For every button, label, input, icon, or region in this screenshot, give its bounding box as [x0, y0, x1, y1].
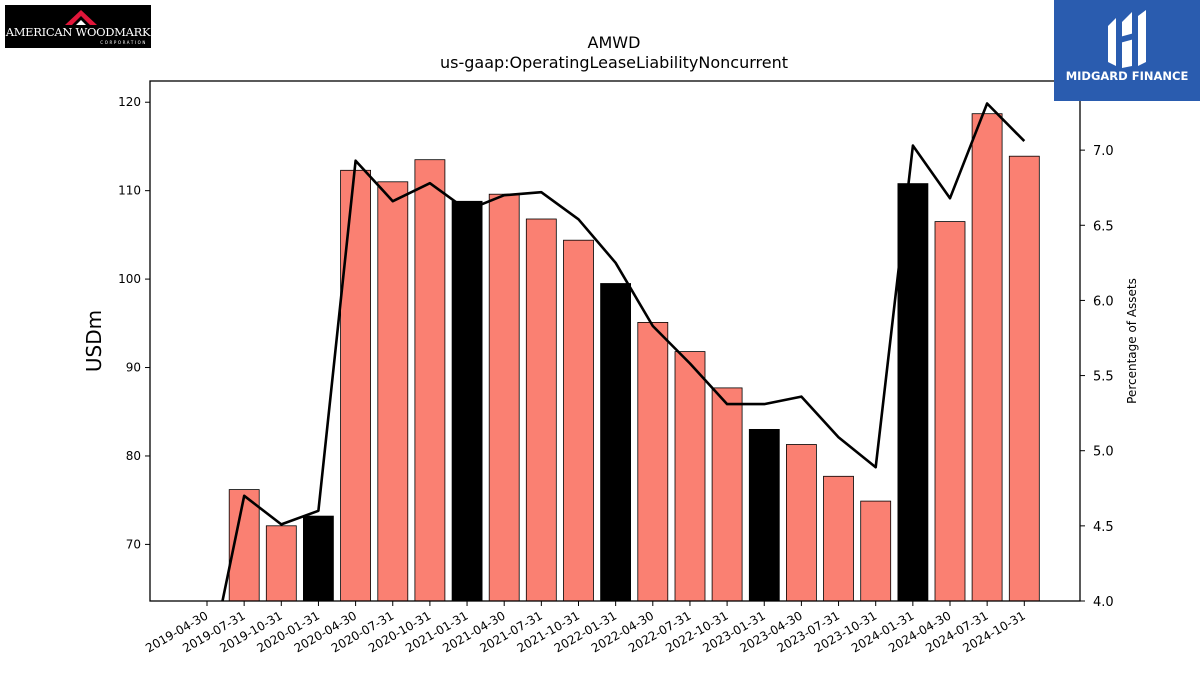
bar [971, 113, 1003, 602]
bar [934, 221, 966, 602]
bar [414, 159, 446, 602]
bar [786, 444, 817, 602]
bar [748, 428, 780, 602]
bar [1008, 155, 1040, 602]
bar [302, 515, 334, 602]
logo-left-name: AMERICAN WOODMARK [5, 25, 151, 39]
y2-axis-label: Percentage of Assets [1125, 278, 1139, 404]
y2-tick-label: 4.5 [1093, 520, 1114, 535]
y-tick-label: 80 [126, 449, 141, 463]
y-tick-label: 100 [118, 272, 141, 286]
chart-subtitle: us-gaap:OperatingLeaseLiabilityNoncurren… [440, 53, 788, 72]
y-tick-label: 70 [126, 537, 141, 551]
bar [340, 169, 372, 602]
bar [563, 239, 594, 602]
bar [488, 193, 520, 602]
y2-tick-label: 5.5 [1093, 370, 1114, 385]
logo-right-name: MIDGARD FINANCE [1065, 69, 1189, 83]
american-woodmark-logo: AMERICAN WOODMARK CORPORATION [5, 5, 151, 48]
plot-area: 7080901001101204.04.55.05.56.06.57.02019… [118, 80, 1114, 655]
chart-title: AMWD [588, 33, 641, 52]
bar [265, 525, 297, 602]
bar [860, 500, 892, 602]
midgard-finance-logo: MIDGARD FINANCE [1054, 0, 1200, 101]
plot-frame [149, 80, 1081, 602]
y-axis-label: USDm [82, 310, 106, 372]
logo-left-sub: CORPORATION [100, 40, 147, 45]
bar [674, 351, 706, 602]
bar [600, 283, 631, 602]
y2-tick-label: 4.0 [1093, 595, 1114, 610]
bar [525, 218, 557, 602]
bar [897, 183, 929, 602]
y2-tick-label: 6.5 [1093, 219, 1114, 234]
bar [451, 200, 483, 602]
series-line [221, 102, 1026, 601]
y2-tick-label: 5.0 [1093, 445, 1114, 460]
y2-tick-label: 6.0 [1093, 294, 1114, 309]
bar [637, 321, 669, 602]
bar [377, 181, 409, 602]
y2-tick-label: 7.0 [1093, 144, 1114, 159]
house-roof-icon [65, 10, 97, 25]
y-tick-label: 120 [118, 95, 141, 109]
y-tick-label: 110 [118, 184, 141, 198]
bar [823, 475, 854, 602]
y-tick-label: 90 [126, 361, 141, 375]
midgard-emblem-icon [1108, 10, 1146, 68]
bar [711, 387, 743, 602]
